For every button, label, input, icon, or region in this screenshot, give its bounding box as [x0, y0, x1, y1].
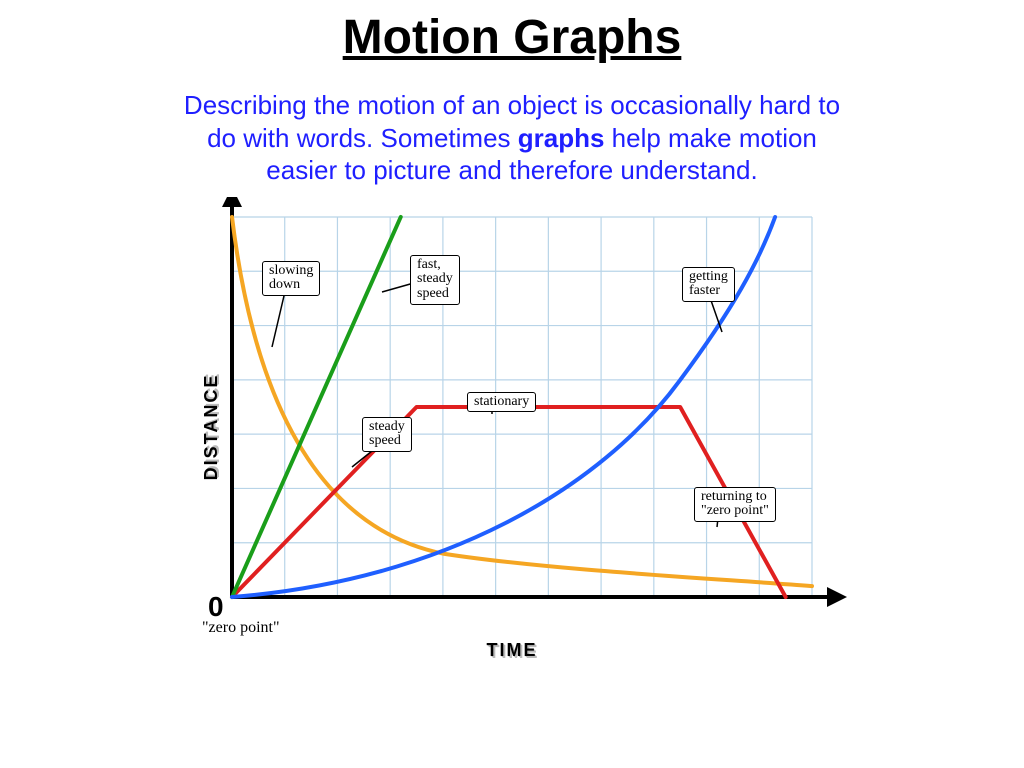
subtitle-line3: easier to picture and therefore understa…: [266, 155, 757, 185]
subtitle-line2b: help make motion: [604, 123, 816, 153]
x-axis-label: TIME: [487, 640, 538, 661]
motion-chart: DISTANCE TIME 0 "zero point" slowing dow…: [152, 197, 872, 657]
annotation-stationary: stationary: [467, 392, 536, 413]
annotation-steady-speed: steady speed: [362, 417, 412, 452]
subtitle-block: Describing the motion of an object is oc…: [0, 89, 1024, 187]
subtitle-line1: Describing the motion of an object is oc…: [184, 90, 840, 120]
annotation-fast-steady: fast, steady speed: [410, 255, 460, 305]
zero-point-label: "zero point": [202, 619, 279, 637]
annotation-returning: returning to "zero point": [694, 487, 776, 522]
page-title: Motion Graphs: [0, 10, 1024, 65]
annotation-slowing-down: slowing down: [262, 261, 320, 296]
chart-svg: [152, 197, 872, 657]
subtitle-line2a: do with words. Sometimes: [207, 123, 518, 153]
y-axis-label: DISTANCE: [201, 373, 222, 480]
annotation-getting-faster: getting faster: [682, 267, 735, 302]
subtitle-bold: graphs: [518, 123, 605, 153]
